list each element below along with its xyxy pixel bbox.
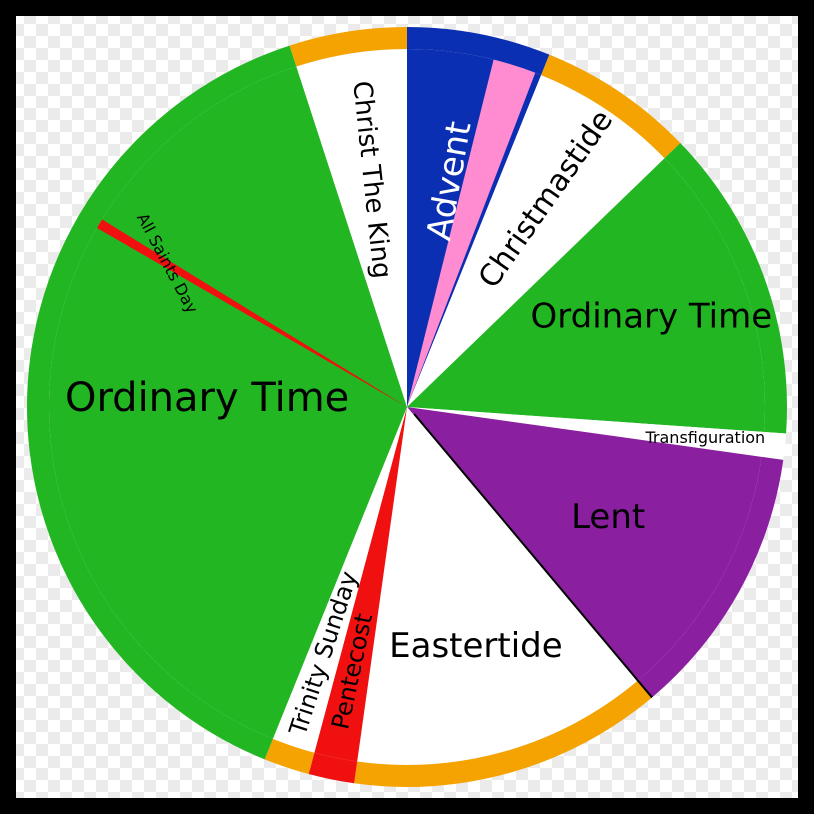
label-lent-4: Lent (571, 497, 645, 537)
label-ordinary-time-2: Ordinary Time (530, 297, 772, 337)
label-transfiguration-3: Transfiguration (645, 428, 766, 447)
pie-svg: AdventChristmastideOrdinary TimeTransfig… (0, 0, 814, 814)
label-eastertide-5: Eastertide (389, 626, 563, 666)
label-ordinary-time-8: Ordinary Time (65, 375, 349, 421)
liturgical-year-pie: AdventChristmastideOrdinary TimeTransfig… (0, 0, 814, 814)
